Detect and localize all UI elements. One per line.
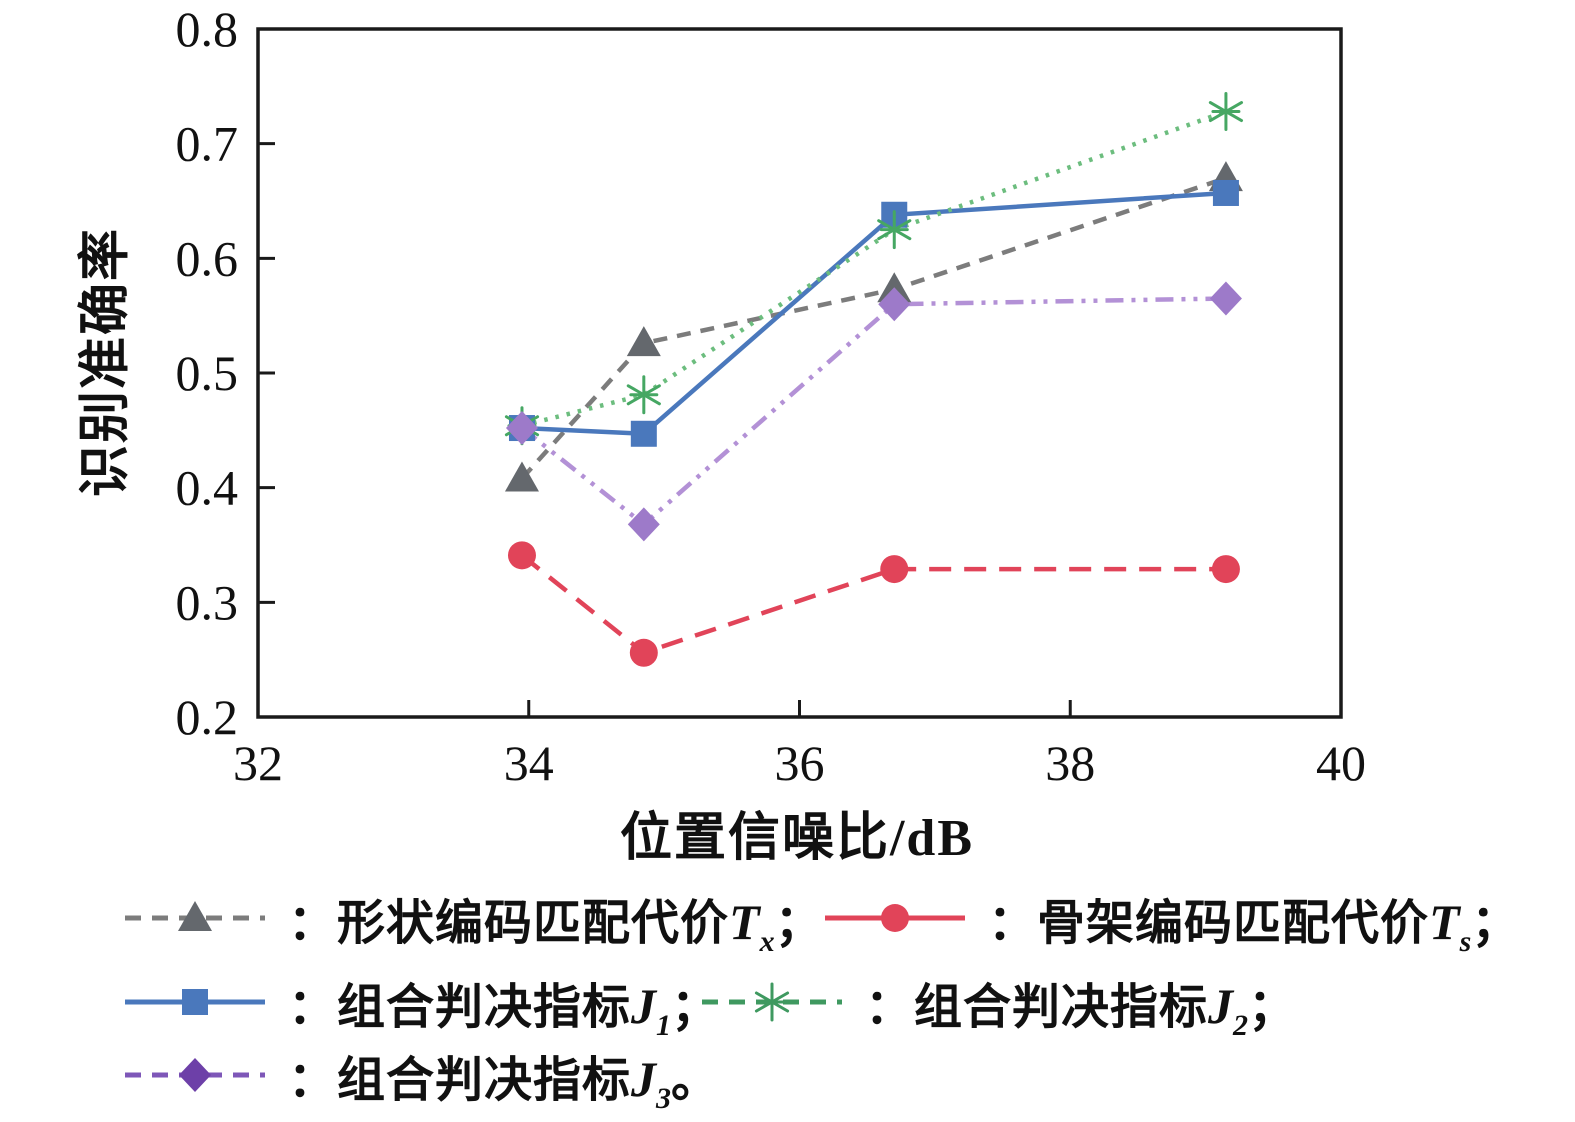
svg-text:36: 36 (775, 735, 825, 791)
svg-text:0.6: 0.6 (176, 230, 239, 286)
legend-label-ts: ：骨架编码匹配代价Ts； (988, 894, 1521, 958)
legend-item-tx: ：形状编码匹配代价Tx； (120, 883, 823, 957)
legend-sample-tx-dashed-triangle-icon (125, 901, 265, 931)
svg-text:0.5: 0.5 (176, 345, 239, 401)
legend-sample-j1-solid-square-icon (125, 989, 265, 1015)
y-axis-title: 识别准确率 (77, 226, 135, 498)
svg-text:0.2: 0.2 (176, 689, 239, 745)
svg-text:0.4: 0.4 (176, 460, 239, 516)
svg-text:40: 40 (1316, 735, 1366, 791)
legend-row-2: ：组合判决指标J1； ：组合判决指标J2； (120, 962, 1297, 1042)
legend-sample-j2-dashed-asterisk-icon (702, 982, 842, 1022)
legend-item-j2: ：组合判决指标J2； (697, 967, 1298, 1042)
legend-label-tx: ：形状编码匹配代价Tx； (288, 894, 824, 958)
svg-text:0.3: 0.3 (176, 574, 239, 630)
legend-sample-ts-solid-circle-icon (825, 904, 965, 932)
legend-item-j3: ：组合判决指标J3。 (120, 1040, 721, 1115)
svg-text:34: 34 (504, 735, 554, 791)
chart-canvas: 32 34 36 38 40 0.2 0.3 0.4 0.5 0.6 0.7 0.8 (176, 1, 1367, 791)
legend-label-j1: ：组合判决指标J1； (288, 978, 721, 1042)
legend-row-1: ：形状编码匹配代价Tx； ：骨架编码匹配代价Ts； (120, 878, 1520, 958)
legend-item-j1: ：组合判决指标J1； (120, 967, 719, 1041)
legend-label-j2: ：组合判决指标J2； (865, 978, 1298, 1042)
legend-item-ts: ：骨架编码匹配代价Ts； (820, 883, 1521, 958)
x-axis-title: 位置信噪比/dB (619, 810, 975, 867)
svg-text:38: 38 (1045, 735, 1095, 791)
svg-text:32: 32 (233, 735, 283, 791)
legend-label-j3: ：组合判决指标J3。 (288, 1051, 721, 1115)
svg-text:0.8: 0.8 (176, 1, 239, 57)
legend-sample-j3-dashed-diamond-icon (125, 1058, 265, 1092)
legend-row-3: ：组合判决指标J3。 (120, 1035, 720, 1115)
svg-text:0.7: 0.7 (176, 116, 239, 172)
